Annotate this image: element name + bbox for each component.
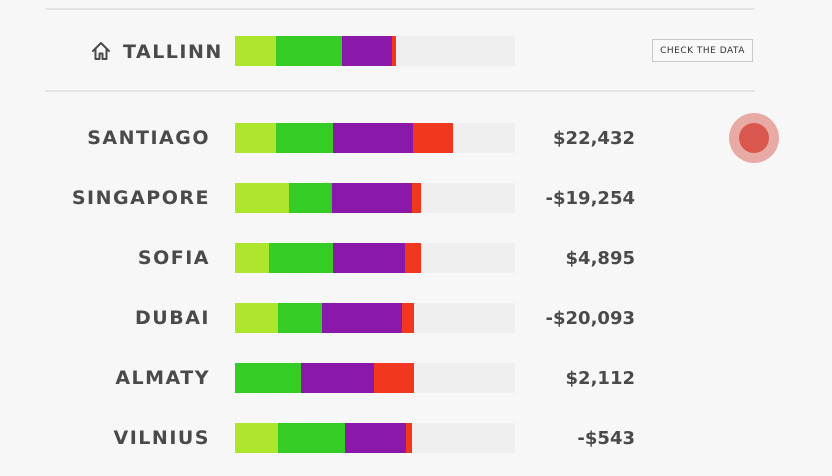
bar-segment-4 xyxy=(413,123,454,153)
home-icon xyxy=(92,42,110,60)
bar-segment-1 xyxy=(235,183,290,213)
city-value: $4,895 xyxy=(565,248,635,269)
bar-segment-3 xyxy=(301,363,375,393)
city-row: SANTIAGO $22,432 xyxy=(0,123,832,153)
bar-segment-2 xyxy=(235,363,302,393)
city-name: ALMATY xyxy=(115,367,210,389)
home-city-bar xyxy=(235,36,515,66)
city-value: -$20,093 xyxy=(545,308,635,329)
home-city-name: TALLINN xyxy=(123,41,223,63)
city-row: SOFIA $4,895 xyxy=(0,243,832,273)
city-row: DUBAI -$20,093 xyxy=(0,303,832,333)
city-bar xyxy=(235,243,515,273)
bar-segment-1 xyxy=(235,36,276,66)
bar-segment-1 xyxy=(235,423,279,453)
bar-segment-4 xyxy=(404,243,421,273)
bar-segment-4 xyxy=(374,363,415,393)
bar-segment-1 xyxy=(235,243,269,273)
check-the-data-button[interactable]: CHECK THE DATA xyxy=(652,39,753,62)
bar-segment-1 xyxy=(235,123,276,153)
bar-segment-2 xyxy=(275,36,342,66)
city-name: SOFIA xyxy=(137,247,210,269)
bar-segment-4 xyxy=(392,36,396,66)
bar-segment-2 xyxy=(289,183,333,213)
city-name: SANTIAGO xyxy=(87,127,210,149)
bar-segment-3 xyxy=(345,423,407,453)
home-city-row: TALLINN CHECK THE DATA xyxy=(0,36,832,66)
bar-segment-3 xyxy=(332,243,405,273)
bar-segment-4 xyxy=(406,423,412,453)
bar-segment-3 xyxy=(341,36,393,66)
bar-segment-2 xyxy=(275,123,333,153)
city-row: SINGAPORE -$19,254 xyxy=(0,183,832,213)
top-divider xyxy=(45,8,755,10)
city-bar xyxy=(235,183,515,213)
record-icon xyxy=(739,123,769,153)
city-value: -$543 xyxy=(577,428,635,449)
bar-segment-3 xyxy=(332,183,413,213)
bar-segment-1 xyxy=(235,303,279,333)
bar-segment-4 xyxy=(402,303,415,333)
city-row: ALMATY $2,112 xyxy=(0,363,832,393)
city-value: $22,432 xyxy=(553,128,635,149)
city-bar xyxy=(235,123,515,153)
bar-segment-3 xyxy=(322,303,403,333)
record-button[interactable] xyxy=(729,113,779,163)
bar-segment-3 xyxy=(332,123,414,153)
city-name: VILNIUS xyxy=(113,427,210,449)
bar-segment-2 xyxy=(268,243,333,273)
bar-segment-2 xyxy=(278,303,323,333)
city-value: $2,112 xyxy=(565,368,635,389)
city-bar xyxy=(235,423,515,453)
bar-segment-4 xyxy=(412,183,422,213)
city-row: VILNIUS -$543 xyxy=(0,423,832,453)
section-divider xyxy=(45,90,755,92)
bar-segment-2 xyxy=(278,423,346,453)
city-value: -$19,254 xyxy=(545,188,635,209)
city-bar xyxy=(235,363,515,393)
city-name: DUBAI xyxy=(135,307,210,329)
city-bar xyxy=(235,303,515,333)
city-name: SINGAPORE xyxy=(71,187,210,209)
